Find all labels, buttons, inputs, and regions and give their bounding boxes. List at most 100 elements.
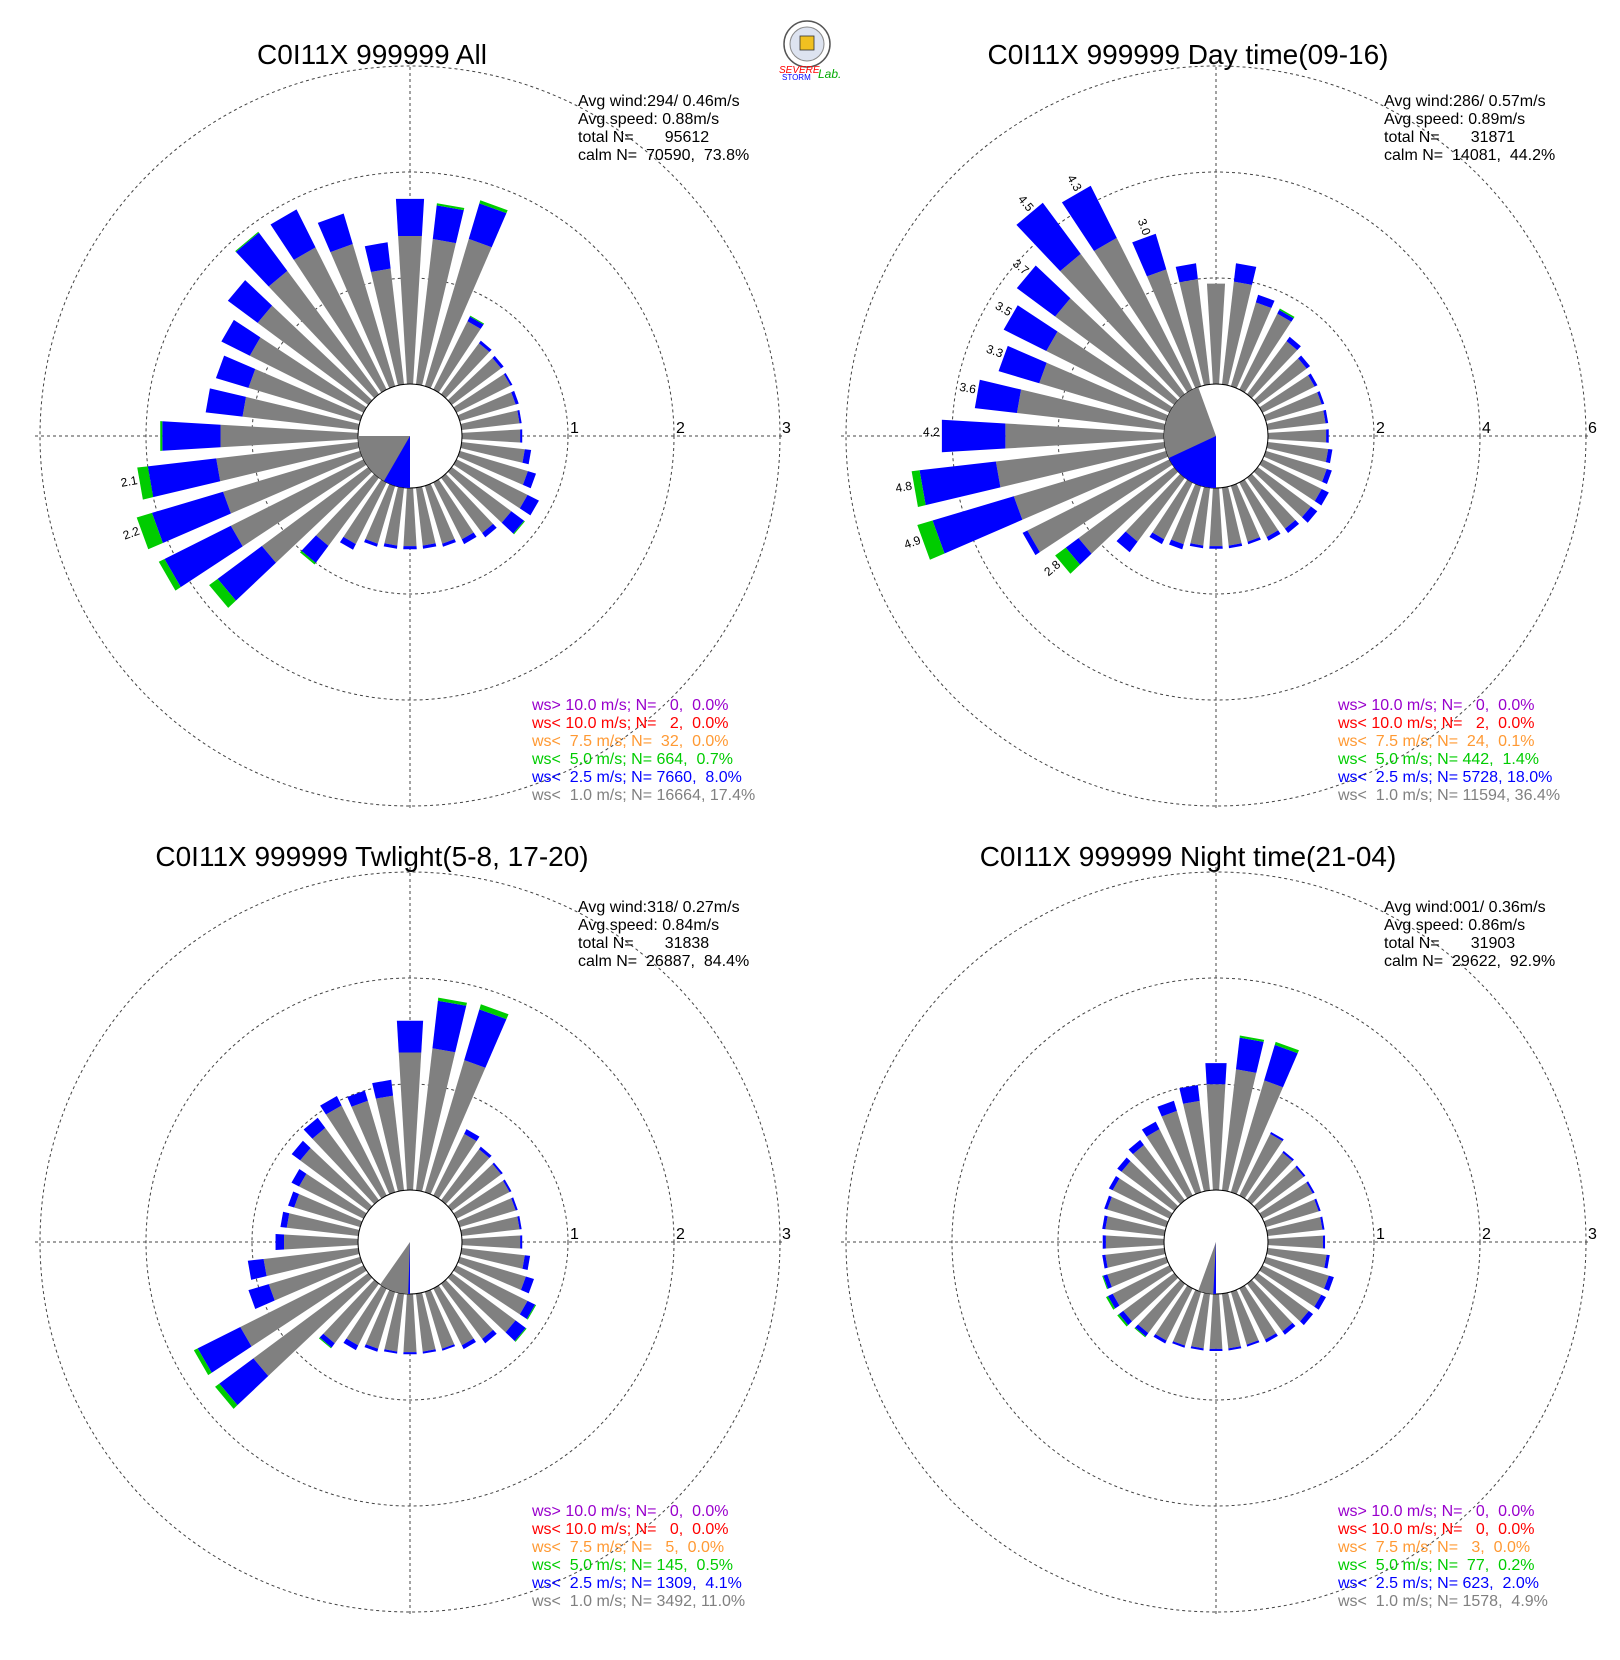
windrose-bar-blue-270 (162, 421, 221, 451)
windrose-bar-gray-230 (253, 1273, 373, 1377)
windrose-bar-blue-200 (364, 1344, 379, 1352)
windrose-bar-blue-80 (1323, 409, 1329, 424)
windrose-bar-blue-310 (291, 1140, 311, 1161)
windrose-bar-blue-250 (248, 1284, 275, 1309)
windrose-bar-gray-300 (249, 337, 367, 413)
windrose-bar-blue-50 (1298, 355, 1311, 369)
calm-wedge-blue (408, 1242, 410, 1295)
windrose-bar-green-220 (299, 550, 316, 565)
windrose-bar-gray-170 (1221, 1292, 1241, 1349)
windrose-bar-gray-330 (1146, 1129, 1193, 1199)
windrose-bar-blue-220 (1116, 531, 1138, 553)
windrose-bar-green-260 (137, 466, 154, 500)
windrose-bar-blue-110 (520, 1276, 534, 1294)
windrose-bar-blue-130 (1299, 1310, 1314, 1326)
windrose-panel-all: C0I11X 999999 All 1 2 3 2.2 2.1 Avg wind:294/… (35, 39, 791, 811)
windrose-bar-blue-10 (432, 1000, 467, 1053)
windrose-bar-blue-290 (998, 345, 1047, 384)
windrose-bar-gray-240 (240, 1265, 367, 1347)
windrose-bar-blue-200 (364, 539, 378, 547)
windrose-bar-gray-130 (447, 467, 512, 523)
windrose-bar-blue-0 (395, 198, 425, 236)
windrose-bar-gray-260 (1105, 1247, 1166, 1268)
windrose-bar-blue-170 (1228, 543, 1243, 549)
windrose-bar-gray-110 (457, 1256, 526, 1291)
range-ring (951, 977, 1481, 1507)
windrose-bar-gray-50 (447, 1164, 502, 1211)
windrose-bar-gray-210 (1155, 1285, 1193, 1341)
windrose-bar-blue-40 (478, 1146, 492, 1159)
windrose-bar-blue-40 (1286, 336, 1301, 351)
range-ring (39, 65, 781, 807)
stats-line: Avg speed: 0.84m/s (578, 917, 719, 934)
windrose-bar-blue-290 (1104, 1195, 1112, 1210)
windrose-bar-blue-100 (1325, 448, 1333, 464)
windrose-bar-gray-0 (1206, 283, 1226, 385)
windrose-bar-green-320 (235, 231, 259, 252)
windrose-bar-blue-220 (301, 535, 329, 563)
windrose-bar-gray-200 (1173, 1289, 1202, 1346)
legend-entry: ws> 10.0 m/s; N= 0, 0.0% (531, 1503, 729, 1520)
windrose-bar-gray-310 (300, 1148, 373, 1211)
windrose-bar-blue-200 (1169, 539, 1184, 550)
windrose-bar-gray-350 (370, 268, 405, 386)
calm-wedge-blue (1168, 436, 1216, 489)
windrose-bar-gray-190 (1190, 486, 1211, 546)
stats-line: Avg speed: 0.86m/s (1384, 917, 1525, 934)
windrose-bar-blue-250 (151, 491, 231, 543)
windrose-bar-blue-150 (461, 532, 477, 545)
windrose-bar-green-20 (1274, 1041, 1299, 1054)
windrose-bar-green-240 (193, 1348, 212, 1376)
windrose-bar-gray-330 (293, 247, 387, 393)
bar-value-label: 4.9 (902, 533, 923, 552)
windrose-bar-blue-160 (1246, 1340, 1260, 1347)
windrose-bar-blue-20 (464, 1009, 507, 1068)
windrose-bar-gray-40 (441, 343, 490, 399)
windrose-bar-gray-140 (441, 473, 494, 534)
bar-value-label: 2.1 (120, 473, 139, 490)
windrose-bar-green-240 (1106, 1296, 1116, 1310)
windrose-bar-gray-300 (1112, 1178, 1173, 1219)
windrose-bar-blue-40 (1282, 1150, 1294, 1162)
panel-title: C0I11X 999999 Night time(21-04) (980, 841, 1397, 872)
windrose-bar-gray-50 (1253, 358, 1307, 405)
windrose-bar-gray-210 (1152, 479, 1193, 540)
logo-text-storm: STORM (782, 73, 811, 82)
windrose-bar-blue-150 (461, 1338, 476, 1350)
windrose-bar-gray-190 (384, 1292, 405, 1352)
windrose-bar-blue-320 (235, 232, 288, 287)
windrose-bar-gray-170 (415, 1292, 436, 1352)
windrose-bar-blue-140 (482, 1329, 497, 1344)
windrose-bar-gray-10 (415, 1048, 456, 1192)
logo-text-severe: SEVERE (779, 65, 820, 76)
windrose-bar-gray-130 (1253, 1273, 1309, 1322)
windrose-bar-blue-180 (403, 1352, 417, 1355)
legend-entry: ws< 5.0 m/s; N= 145, 0.5% (531, 1557, 733, 1574)
windrose-bar-green-230 (215, 1383, 238, 1409)
bar-value-label: 3.6 (958, 380, 977, 397)
windrose-bar-gray-180 (403, 1293, 417, 1353)
windrose-bar-green-130 (513, 520, 525, 535)
windrose-bar-blue-90 (1326, 429, 1329, 443)
windrose-bar-gray-40 (441, 1149, 490, 1205)
windrose-bar-blue-90 (1322, 1235, 1326, 1249)
stats-line: calm N= 70590, 73.8% (578, 147, 749, 164)
windrose-bar-blue-340 (347, 1090, 368, 1107)
windrose-bar-gray-60 (1259, 1182, 1313, 1219)
windrose-bar-blue-230 (219, 1358, 269, 1406)
windrose-bar-gray-80 (1266, 410, 1326, 431)
windrose-bar-blue-70 (511, 390, 519, 405)
stats-line: calm N= 14081, 44.2% (1384, 147, 1555, 164)
windrose-bar-gray-230 (1078, 467, 1179, 554)
windrose-bar-blue-170 (422, 543, 437, 549)
windrose-bar-gray-120 (1259, 1265, 1322, 1307)
windrose-bar-blue-340 (1157, 1100, 1177, 1117)
windrose-bar-gray-30 (433, 321, 481, 393)
windrose-bar-gray-170 (1221, 486, 1242, 546)
windrose-bar-blue-20 (468, 203, 507, 248)
windrose-bar-blue-260 (147, 458, 221, 498)
windrose-bar-gray-0 (398, 235, 422, 385)
windrose-bar-gray-230 (1123, 1273, 1179, 1322)
windrose-bar-gray-240 (1027, 459, 1173, 553)
windrose-bar-gray-220 (323, 1279, 379, 1344)
